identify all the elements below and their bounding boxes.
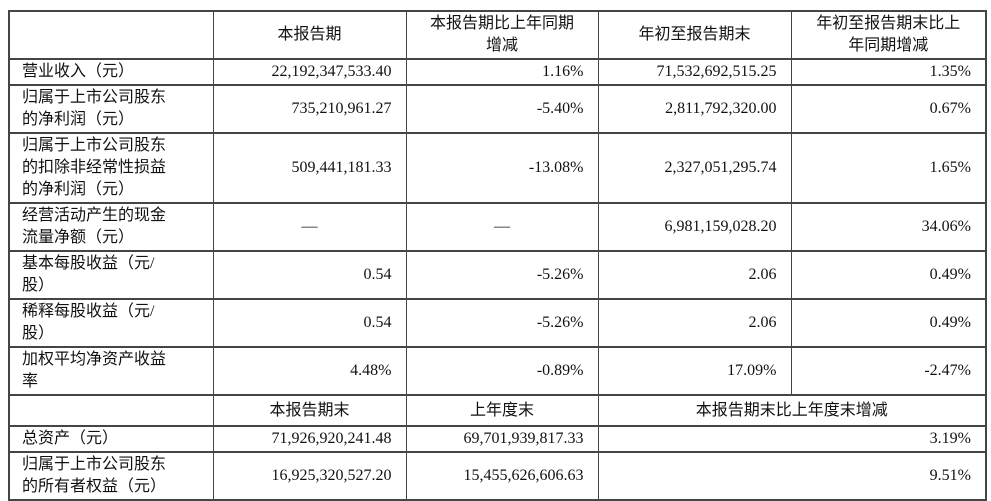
header-row-1: 本报告期 本报告期比上年同期 增减 年初至报告期末 年初至报告期末比上 年同期增… xyxy=(8,10,987,60)
value-cell: 0.49% xyxy=(790,250,987,300)
value-cell-dash: — xyxy=(405,202,599,252)
value-cell: 0.49% xyxy=(790,298,987,348)
value-cell: 71,926,920,241.48 xyxy=(212,425,407,453)
value-cell: 2,811,792,320.00 xyxy=(597,84,792,134)
value-cell: -5.40% xyxy=(405,84,599,134)
header-ytd-change: 年初至报告期末比上 年同期增减 xyxy=(790,10,987,60)
row-label: 基本每股收益（元/ 股） xyxy=(8,250,214,300)
row-label: 加权平均净资产收益 率 xyxy=(8,346,214,396)
value-cell: 71,532,692,515.25 xyxy=(597,58,792,86)
row-label: 稀释每股收益（元/ 股） xyxy=(8,298,214,348)
value-cell: 2.06 xyxy=(597,250,792,300)
row-label: 归属于上市公司股东 的扣除非经常性损益 的净利润（元） xyxy=(8,132,214,204)
value-cell: -5.26% xyxy=(405,250,599,300)
value-cell: 69,701,939,817.33 xyxy=(405,425,599,453)
value-cell: -5.26% xyxy=(405,298,599,348)
value-cell: 0.54 xyxy=(212,250,407,300)
row-label: 归属于上市公司股东 的净利润（元） xyxy=(8,84,214,134)
value-cell: 22,192,347,533.40 xyxy=(212,58,407,86)
value-cell: 6,981,159,028.20 xyxy=(597,202,792,252)
value-cell: 16,925,320,527.20 xyxy=(212,451,407,501)
value-cell: 17.09% xyxy=(597,346,792,396)
value-cell-dash: — xyxy=(212,202,407,252)
financial-summary-table: 本报告期 本报告期比上年同期 增减 年初至报告期末 年初至报告期末比上 年同期增… xyxy=(8,10,987,501)
row-label: 经营活动产生的现金 流量净额（元） xyxy=(8,202,214,252)
value-cell: 2,327,051,295.74 xyxy=(597,132,792,204)
table-row-net-profit: 归属于上市公司股东 的净利润（元） 735,210,961.27 -5.40% … xyxy=(8,84,987,134)
row-label: 总资产（元） xyxy=(8,425,214,453)
value-cell: 9.51% xyxy=(597,451,987,501)
value-cell: 15,455,626,606.63 xyxy=(405,451,599,501)
table-row-net-profit-excl-nonrecurring: 归属于上市公司股东 的扣除非经常性损益 的净利润（元） 509,441,181.… xyxy=(8,132,987,204)
header-current-period-change: 本报告期比上年同期 增减 xyxy=(405,10,599,60)
header2-corner-cell xyxy=(8,394,214,427)
value-cell: 2.06 xyxy=(597,298,792,348)
header-ytd: 年初至报告期末 xyxy=(597,10,792,60)
value-cell: 1.35% xyxy=(790,58,987,86)
value-cell: 3.19% xyxy=(597,425,987,453)
table-row-weighted-avg-roe: 加权平均净资产收益 率 4.48% -0.89% 17.09% -2.47% xyxy=(8,346,987,396)
value-cell: -0.89% xyxy=(405,346,599,396)
value-cell: 1.65% xyxy=(790,132,987,204)
header-row-2: 本报告期末 上年度末 本报告期末比上年度末增减 xyxy=(8,394,987,427)
header-corner-cell xyxy=(8,10,214,60)
value-cell: 1.16% xyxy=(405,58,599,86)
value-cell: 509,441,181.33 xyxy=(212,132,407,204)
value-cell: 34.06% xyxy=(790,202,987,252)
table-row-owners-equity: 归属于上市公司股东 的所有者权益（元） 16,925,320,527.20 15… xyxy=(8,451,987,501)
row-label: 归属于上市公司股东 的所有者权益（元） xyxy=(8,451,214,501)
header-current-period: 本报告期 xyxy=(212,10,407,60)
value-cell: -2.47% xyxy=(790,346,987,396)
value-cell: 0.54 xyxy=(212,298,407,348)
table-row-operating-revenue: 营业收入（元） 22,192,347,533.40 1.16% 71,532,6… xyxy=(8,58,987,86)
header-period-end: 本报告期末 xyxy=(212,394,407,427)
value-cell: 735,210,961.27 xyxy=(212,84,407,134)
value-cell: -13.08% xyxy=(405,132,599,204)
header-end-change: 本报告期末比上年度末增减 xyxy=(597,394,987,427)
table-row-operating-cash-flow: 经营活动产生的现金 流量净额（元） — — 6,981,159,028.20 3… xyxy=(8,202,987,252)
row-label: 营业收入（元） xyxy=(8,58,214,86)
table-row-basic-eps: 基本每股收益（元/ 股） 0.54 -5.26% 2.06 0.49% xyxy=(8,250,987,300)
header-prev-year-end: 上年度末 xyxy=(405,394,599,427)
table-row-diluted-eps: 稀释每股收益（元/ 股） 0.54 -5.26% 2.06 0.49% xyxy=(8,298,987,348)
table-row-total-assets: 总资产（元） 71,926,920,241.48 69,701,939,817.… xyxy=(8,425,987,453)
value-cell: 4.48% xyxy=(212,346,407,396)
value-cell: 0.67% xyxy=(790,84,987,134)
